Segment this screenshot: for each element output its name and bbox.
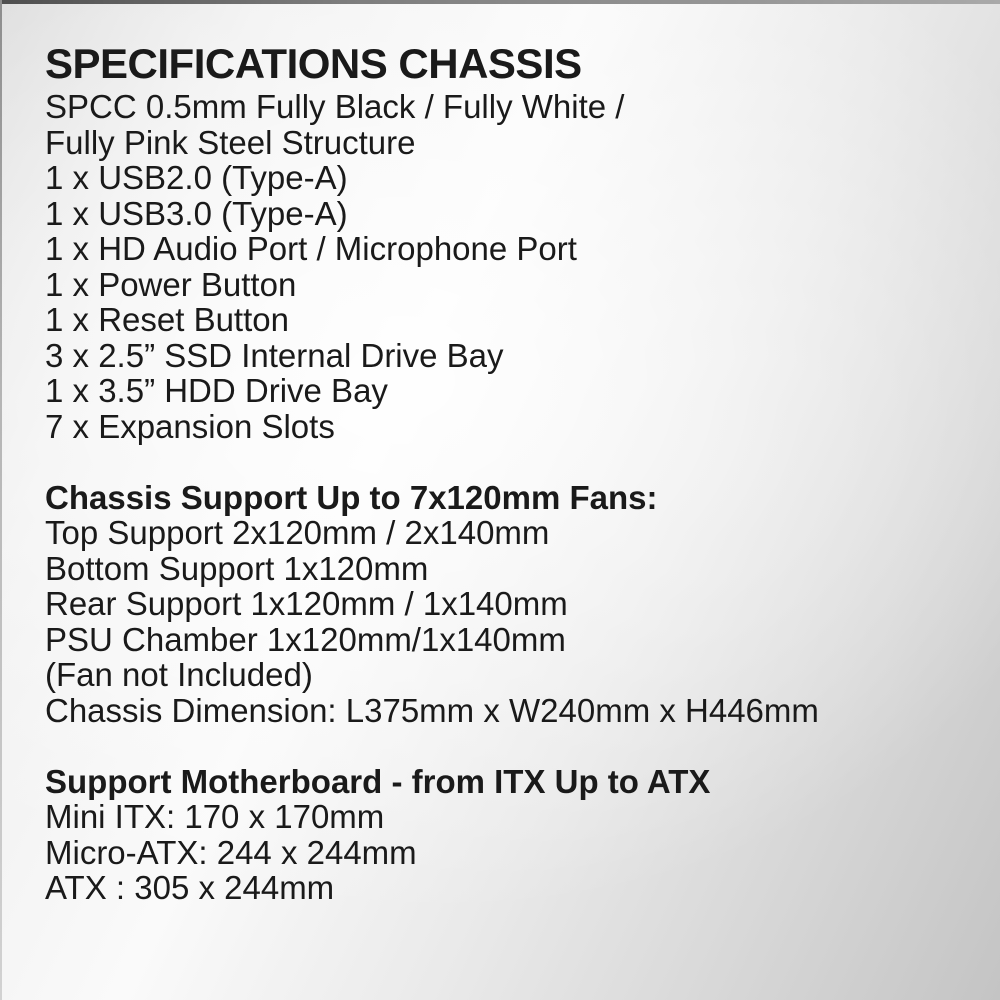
left-edge-line: [0, 0, 2, 1000]
spec-line-micro-atx: Micro-ATX: 244 x 244mm: [45, 833, 417, 871]
section-gap: [45, 444, 819, 480]
section-gap: [45, 728, 819, 764]
spec-line-audio: 1 x HD Audio Port / Microphone Port: [45, 230, 577, 267]
top-edge-line: [0, 0, 1000, 4]
spec-line-hdd-bay: 1 x 3.5” HDD Drive Bay: [45, 372, 388, 409]
spec-line-material-1: SPCC 0.5mm Fully Black / Fully White /: [45, 88, 625, 125]
spec-line-ssd-bay: 3 x 2.5” SSD Internal Drive Bay: [45, 336, 504, 374]
spec-line-fan-bottom: Bottom Support 1x120mm: [45, 549, 429, 587]
spec-line-power-button: 1 x Power Button: [45, 265, 297, 303]
spec-line-fan-rear: Rear Support 1x120mm / 1x140mm: [45, 585, 568, 622]
section-header-fans: Chassis Support Up to 7x120mm Fans:: [45, 478, 658, 516]
spec-line-mini-itx: Mini ITX: 170 x 170mm: [45, 798, 385, 835]
spec-line-atx: ATX : 305 x 244mm: [45, 869, 335, 906]
section-header-motherboard: Support Motherboard - from ITX Up to ATX: [45, 762, 711, 800]
spec-line-dimension: Chassis Dimension: L375mm x W240mm x H44…: [45, 691, 819, 729]
spec-line-fan-top: Top Support 2x120mm / 2x140mm: [45, 514, 550, 551]
spec-line-fan-psu: PSU Chamber 1x120mm/1x140mm: [45, 620, 566, 658]
spec-line-usb3: 1 x USB3.0 (Type-A): [45, 194, 348, 232]
spec-line-material-2: Fully Pink Steel Structure: [45, 123, 416, 161]
spec-line-expansion-slots: 7 x Expansion Slots: [45, 407, 335, 445]
spec-line-usb2: 1 x USB2.0 (Type-A): [45, 159, 348, 196]
spec-content: SPECIFICATIONS CHASSIS SPCC 0.5mm Fully …: [45, 41, 819, 906]
spec-line-fan-note: (Fan not Included): [45, 656, 313, 693]
spec-line-reset-button: 1 x Reset Button: [45, 301, 289, 338]
page-title: SPECIFICATIONS CHASSIS: [45, 40, 582, 87]
